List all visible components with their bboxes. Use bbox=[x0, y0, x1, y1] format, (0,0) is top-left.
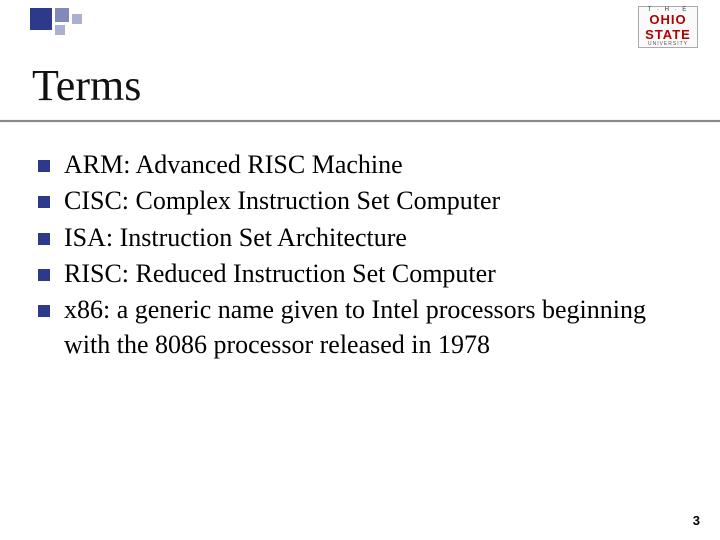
bullet-text: x86: a generic name given to Intel proce… bbox=[64, 293, 682, 362]
logo-main-text: OHIO STATE bbox=[645, 13, 691, 42]
list-item: x86: a generic name given to Intel proce… bbox=[38, 293, 682, 362]
list-item: ARM: Advanced RISC Machine bbox=[38, 148, 682, 182]
ohio-state-logo: T · H · E OHIO STATE UNIVERSITY bbox=[638, 6, 698, 48]
logo-bottom-text: UNIVERSITY bbox=[648, 42, 688, 47]
bullet-icon bbox=[38, 196, 50, 208]
list-item: CISC: Complex Instruction Set Computer bbox=[38, 184, 682, 218]
bullet-text: ARM: Advanced RISC Machine bbox=[64, 148, 403, 182]
bullet-list: ARM: Advanced RISC Machine CISC: Complex… bbox=[38, 148, 682, 364]
bullet-icon bbox=[38, 305, 50, 317]
bullet-icon bbox=[38, 160, 50, 172]
bullet-icon bbox=[38, 269, 50, 281]
list-item: RISC: Reduced Instruction Set Computer bbox=[38, 257, 682, 291]
header-squares-decor bbox=[30, 8, 82, 35]
bullet-text: RISC: Reduced Instruction Set Computer bbox=[64, 257, 496, 291]
decor-square bbox=[55, 25, 65, 35]
bullet-text: CISC: Complex Instruction Set Computer bbox=[64, 184, 500, 218]
decor-square bbox=[55, 8, 69, 22]
page-number: 3 bbox=[693, 513, 700, 528]
slide-title: Terms bbox=[32, 60, 141, 111]
bullet-text: ISA: Instruction Set Architecture bbox=[64, 221, 407, 255]
decor-square bbox=[30, 8, 52, 30]
list-item: ISA: Instruction Set Architecture bbox=[38, 221, 682, 255]
decor-square bbox=[72, 14, 82, 24]
bullet-icon bbox=[38, 233, 50, 245]
slide: T · H · E OHIO STATE UNIVERSITY Terms AR… bbox=[0, 0, 720, 540]
title-underline bbox=[0, 120, 720, 122]
